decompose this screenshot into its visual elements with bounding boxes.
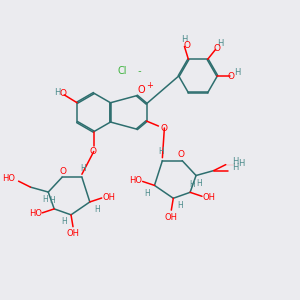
Text: OH: OH (202, 193, 215, 202)
Text: H: H (80, 164, 86, 173)
Text: OH: OH (67, 229, 80, 238)
Text: H: H (94, 206, 100, 214)
Text: HO: HO (2, 174, 15, 183)
Text: O: O (184, 41, 191, 50)
Text: HO: HO (129, 176, 142, 185)
Text: H: H (232, 163, 239, 172)
Text: H: H (158, 147, 164, 156)
Text: O: O (228, 71, 235, 80)
Text: H: H (49, 196, 55, 206)
Text: H: H (177, 201, 183, 210)
Text: H: H (54, 88, 61, 98)
Text: +: + (146, 81, 153, 90)
Text: H: H (196, 179, 202, 188)
Text: O: O (60, 167, 67, 176)
Text: O: O (178, 150, 185, 159)
Text: O: O (137, 85, 145, 95)
Text: Cl: Cl (118, 66, 127, 76)
Text: O: O (90, 147, 97, 156)
Text: HO: HO (29, 209, 42, 218)
Text: H: H (234, 68, 240, 76)
Text: H: H (238, 159, 245, 168)
Text: H: H (218, 39, 224, 48)
Text: OH: OH (102, 193, 115, 202)
Text: -: - (135, 66, 142, 76)
Text: H: H (145, 189, 150, 198)
Text: O: O (213, 44, 220, 53)
Text: H: H (232, 157, 239, 166)
Text: OH: OH (165, 213, 178, 222)
Text: H: H (42, 196, 48, 205)
Text: H: H (181, 35, 188, 44)
Text: O: O (161, 124, 168, 133)
Text: H: H (189, 180, 195, 189)
Text: H: H (61, 217, 67, 226)
Text: O: O (60, 89, 67, 98)
